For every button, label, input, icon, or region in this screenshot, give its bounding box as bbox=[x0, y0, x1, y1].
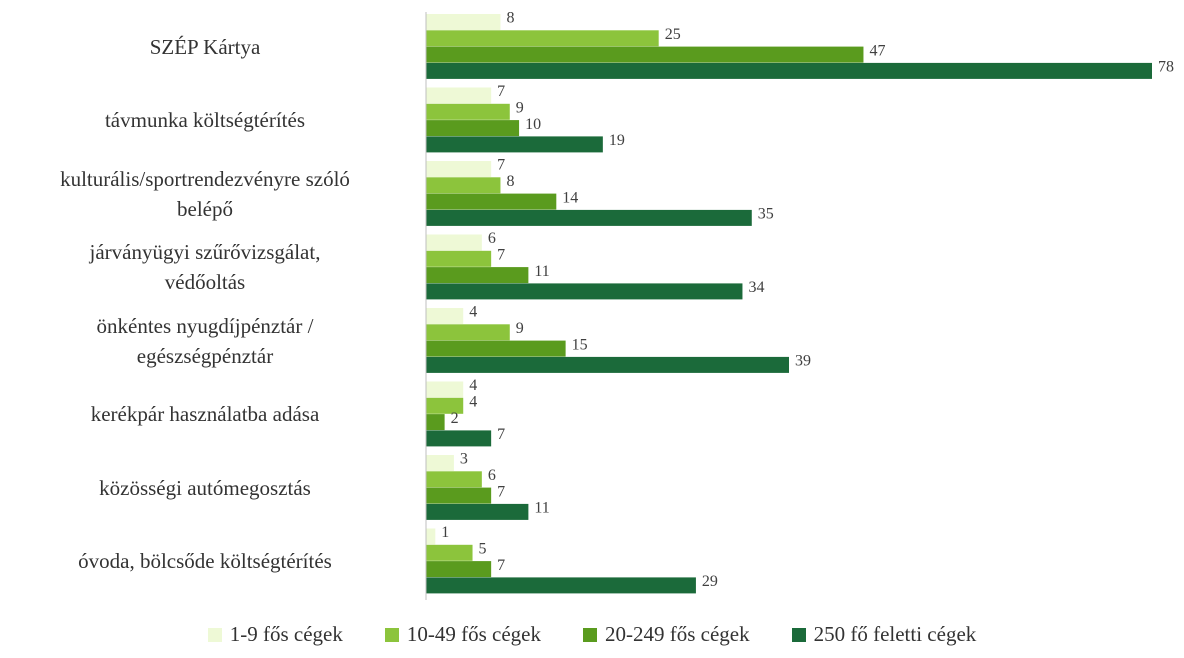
data-label: 15 bbox=[572, 336, 588, 353]
data-label: 3 bbox=[460, 451, 468, 468]
bar bbox=[426, 14, 501, 30]
data-label: 2 bbox=[451, 410, 459, 427]
legend-label: 20-249 fős cégek bbox=[604, 622, 750, 646]
data-label: 29 bbox=[702, 573, 718, 590]
data-label: 25 bbox=[665, 26, 681, 43]
data-label: 8 bbox=[506, 10, 514, 27]
bar bbox=[426, 87, 492, 104]
data-label: 11 bbox=[534, 500, 549, 517]
bar bbox=[426, 193, 557, 210]
bar bbox=[426, 283, 743, 300]
legend-item: 10-49 fős cégek bbox=[384, 622, 541, 647]
legend-swatch bbox=[791, 627, 806, 642]
data-label: 19 bbox=[609, 132, 625, 149]
bar bbox=[426, 136, 603, 153]
data-label: 8 bbox=[506, 173, 514, 190]
bar bbox=[426, 234, 482, 251]
bar bbox=[426, 577, 696, 594]
legend-label: 250 fő feletti cégek bbox=[813, 622, 977, 646]
bar bbox=[426, 414, 445, 431]
category-label: SZÉP Kártya bbox=[149, 34, 261, 59]
legend-label: 1-9 fős cégek bbox=[229, 622, 343, 646]
bar bbox=[426, 267, 529, 284]
legend-item: 20-249 fős cégek bbox=[582, 622, 750, 647]
category-label: önkéntes nyugdíjpénztár / egészségpénztá… bbox=[96, 313, 314, 368]
data-label: 6 bbox=[488, 230, 496, 247]
data-label: 7 bbox=[497, 557, 505, 574]
bar bbox=[426, 120, 520, 137]
bar bbox=[426, 103, 510, 120]
legend-swatch bbox=[384, 627, 399, 642]
bar bbox=[426, 544, 473, 561]
legend-label: 10-49 fős cégek bbox=[406, 622, 541, 646]
bar bbox=[426, 487, 492, 504]
bar bbox=[426, 209, 752, 226]
bar bbox=[426, 381, 464, 398]
legend-item: 250 fő feletti cégek bbox=[791, 622, 977, 647]
category-label: közösségi autómegosztás bbox=[99, 475, 311, 500]
plot: 8254778791019781435671134491539442736711… bbox=[425, 10, 1174, 600]
bar bbox=[426, 62, 1152, 79]
data-label: 34 bbox=[748, 279, 764, 296]
category-label: kerékpár használatba adása bbox=[90, 402, 320, 427]
data-label: 4 bbox=[469, 304, 477, 321]
bar bbox=[426, 561, 492, 578]
legend-swatch bbox=[582, 627, 597, 642]
bar bbox=[426, 340, 566, 357]
bar bbox=[426, 455, 454, 471]
bar bbox=[426, 161, 492, 177]
data-label: 7 bbox=[497, 483, 505, 500]
data-label: 1 bbox=[441, 524, 449, 541]
bar bbox=[426, 356, 789, 373]
bar bbox=[426, 397, 464, 414]
bar bbox=[426, 177, 501, 194]
category-label: járványügyi szűrővizsgálat, védőoltás bbox=[89, 240, 321, 295]
data-label: 47 bbox=[869, 42, 885, 59]
data-label: 7 bbox=[497, 426, 505, 443]
data-label: 10 bbox=[525, 116, 541, 133]
bar bbox=[426, 308, 464, 324]
data-label: 7 bbox=[497, 246, 505, 263]
bar bbox=[426, 46, 864, 63]
category-label: távmunka költségtérítés bbox=[104, 108, 306, 133]
data-label: 7 bbox=[497, 83, 505, 100]
category-label: kulturális/sportrendezvényre szóló belép… bbox=[60, 166, 350, 221]
data-label: 7 bbox=[497, 157, 505, 174]
category-label: óvoda, bölcsőde költségtérítés bbox=[78, 549, 332, 574]
data-label: 9 bbox=[516, 99, 524, 116]
bar bbox=[426, 250, 492, 267]
data-label: 78 bbox=[1158, 59, 1174, 76]
data-label: 6 bbox=[488, 467, 496, 484]
data-label: 35 bbox=[758, 206, 774, 223]
bar bbox=[426, 471, 482, 488]
bar bbox=[426, 324, 510, 341]
data-label: 4 bbox=[469, 377, 477, 394]
bar bbox=[426, 528, 436, 545]
legend-item: 1-9 fős cégek bbox=[207, 622, 343, 647]
bar bbox=[426, 30, 659, 47]
bar bbox=[426, 430, 492, 447]
bar bbox=[426, 503, 529, 520]
data-label: 9 bbox=[516, 320, 524, 337]
data-label: 39 bbox=[795, 353, 811, 370]
data-label: 14 bbox=[562, 189, 578, 206]
data-label: 5 bbox=[479, 540, 487, 557]
legend: 1-9 fős cégek 10-49 fős cégek 20-249 fős c… bbox=[0, 622, 1184, 647]
data-label: 11 bbox=[534, 263, 549, 280]
legend-swatch bbox=[207, 627, 222, 642]
data-label: 4 bbox=[469, 393, 477, 410]
